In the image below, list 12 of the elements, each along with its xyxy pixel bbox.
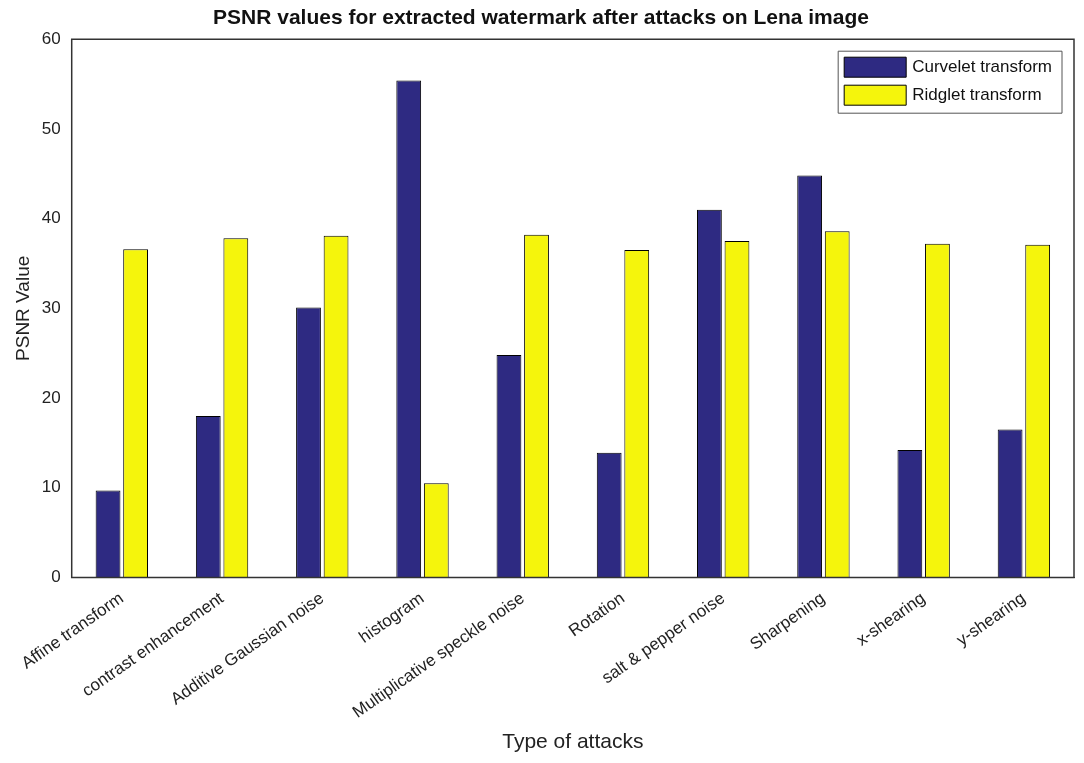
x-axis-title: Type of attacks xyxy=(502,729,644,753)
y-axis-title: PSNR Value xyxy=(11,255,33,361)
chart-title: PSNR values for extracted watermark after attacks on Lena image xyxy=(213,5,869,29)
y-tick-label: 60 xyxy=(41,28,61,48)
legend-label: Ridglet transform xyxy=(912,84,1042,104)
y-tick-label: 20 xyxy=(41,387,61,407)
y-tick-label: 30 xyxy=(41,298,61,318)
legend-label: Curvelet transform xyxy=(912,56,1053,76)
y-tick-label: 10 xyxy=(41,477,61,497)
y-tick-label: 40 xyxy=(41,208,61,228)
y-tick-label: 0 xyxy=(51,567,61,587)
y-tick-label: 50 xyxy=(41,118,61,138)
